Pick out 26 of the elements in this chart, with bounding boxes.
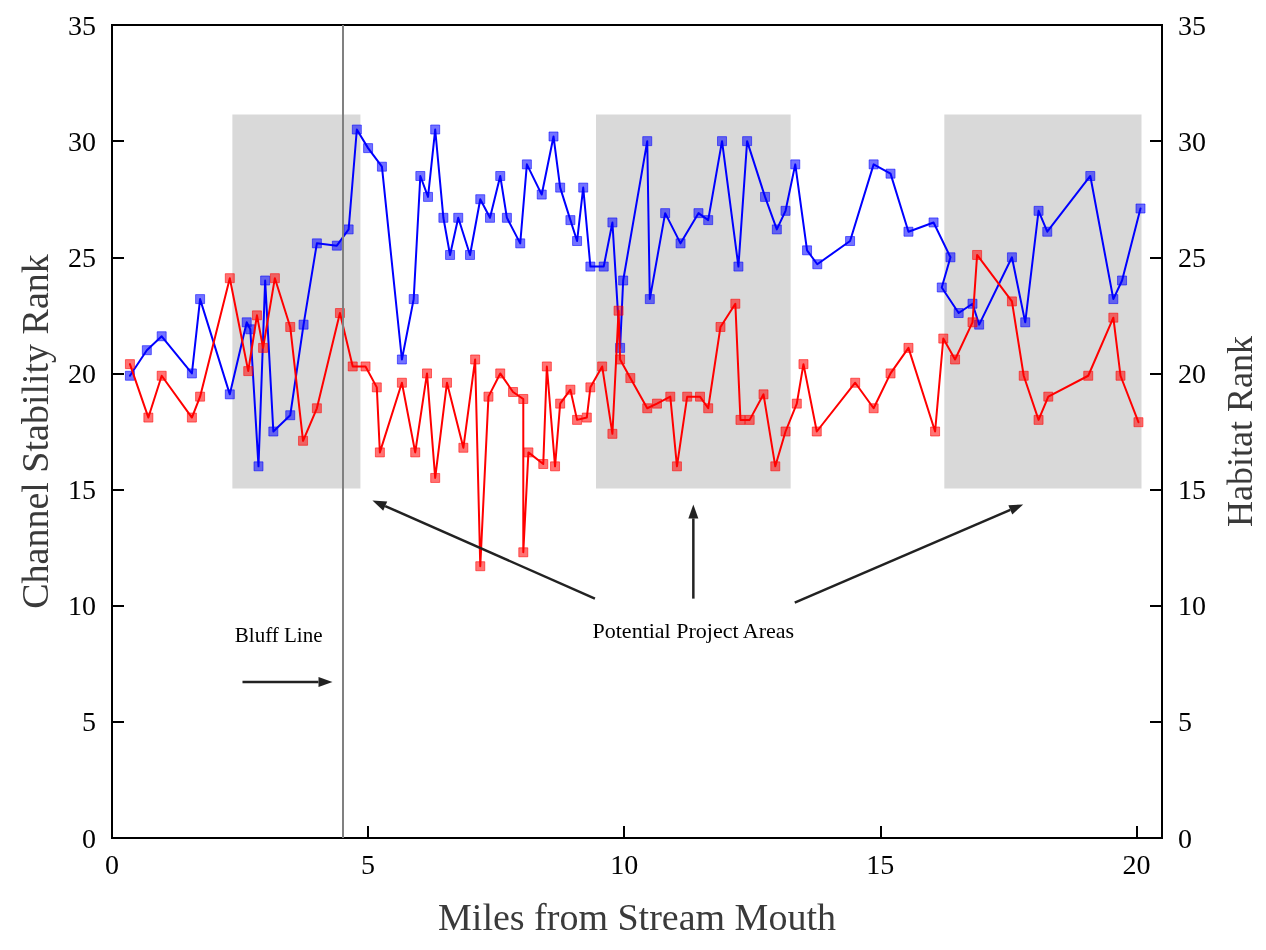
x-tick-label: 20 bbox=[1122, 848, 1151, 880]
x-tick-label: 10 bbox=[610, 848, 639, 880]
x-axis-title: Miles from Stream Mouth bbox=[438, 896, 836, 938]
annotation: Potential Project Areas bbox=[592, 618, 795, 644]
y2-tick-label: 25 bbox=[1178, 241, 1206, 273]
y-tick-label: 25 bbox=[68, 241, 96, 273]
ref-line-label: Bluff Line bbox=[234, 623, 323, 647]
y2-tick-label: 20 bbox=[1178, 357, 1206, 389]
y2-tick-label: 35 bbox=[1178, 9, 1206, 41]
y-tick-label: 10 bbox=[68, 590, 96, 622]
y-tick-label: 5 bbox=[82, 706, 96, 738]
y2-tick-label: 0 bbox=[1178, 822, 1192, 854]
y2-tick-label: 10 bbox=[1178, 590, 1206, 622]
y2-axis-title: Habitat Rank bbox=[1220, 336, 1260, 527]
y-tick-label: 30 bbox=[68, 125, 96, 157]
y-tick-label: 35 bbox=[68, 9, 96, 41]
x-tick-label: 15 bbox=[866, 848, 895, 880]
y-tick-label: 20 bbox=[68, 357, 96, 389]
x-tick-label: 0 bbox=[105, 848, 119, 880]
x-tick-label: 5 bbox=[361, 848, 376, 880]
y-axis-title: Channel Stability Rank bbox=[14, 254, 56, 609]
y-tick-label: 0 bbox=[82, 822, 96, 854]
y2-tick-label: 5 bbox=[1178, 706, 1192, 738]
y2-tick-label: 30 bbox=[1178, 125, 1206, 157]
y2-tick-label: 15 bbox=[1178, 474, 1206, 506]
y-tick-label: 15 bbox=[68, 474, 96, 506]
